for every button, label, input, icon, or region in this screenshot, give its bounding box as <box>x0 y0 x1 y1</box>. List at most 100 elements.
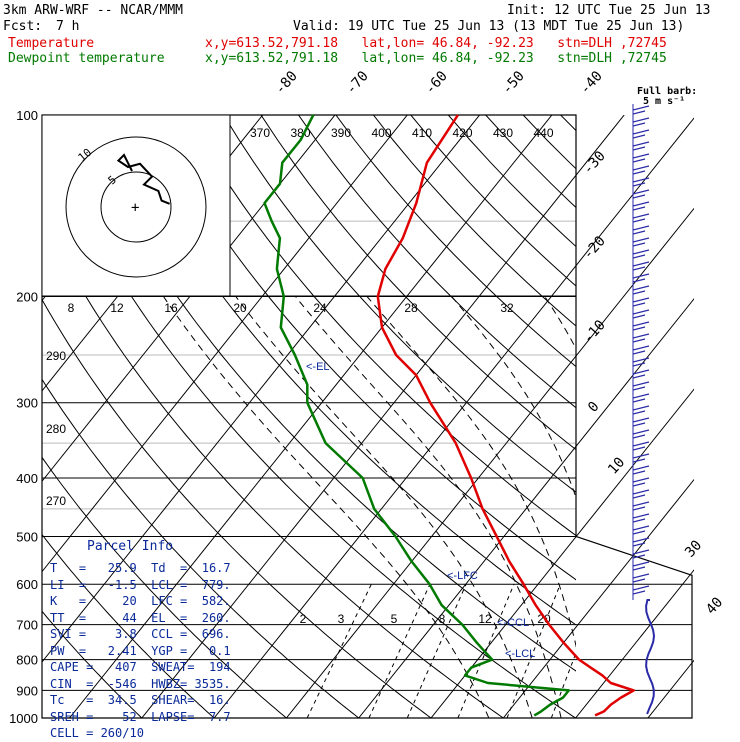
theta-label: 280 <box>46 422 66 436</box>
pressure-label-1000: 1000 <box>9 711 38 726</box>
wind-barb <box>633 526 649 534</box>
wind-barb <box>633 574 649 582</box>
wind-barb <box>633 502 649 510</box>
parcel-info-row: LI = -1.5 LCL = 779. <box>50 577 231 594</box>
wind-barb <box>633 202 649 210</box>
isotherm-label: -30 <box>580 148 609 178</box>
mixing-ratio-label: 3 <box>338 612 345 626</box>
theta-e-label: 410 <box>412 126 432 140</box>
isotherm-label: -20 <box>580 233 609 263</box>
wind-barb <box>633 238 649 246</box>
parcel-info-row: CIN = -546 HWBZ= 3535. <box>50 676 231 693</box>
isotherm <box>648 115 740 718</box>
barb-legend-units: 5 m s⁻¹ <box>643 94 685 109</box>
level-marker: <-EL <box>306 361 330 373</box>
wind-barb <box>633 430 649 438</box>
speed-tick-label: 28 <box>404 301 418 315</box>
wind-barb <box>633 478 649 486</box>
wind-barb <box>633 550 649 558</box>
theta-e-label: 440 <box>533 126 553 140</box>
dry-adiabat <box>673 115 740 718</box>
parcel-info-row: CAPE = 407 SWEAT= 194 <box>50 659 231 676</box>
isotherm <box>431 115 740 718</box>
dry-adiabat <box>448 115 740 718</box>
dry-adiabat <box>523 115 740 718</box>
moist-adiabat <box>633 297 677 719</box>
wind-barb <box>633 370 649 378</box>
pressure-label-800: 800 <box>16 653 38 668</box>
pressure-label-100: 100 <box>16 108 38 123</box>
wind-barb <box>633 262 649 270</box>
isotherm-label: -50 <box>499 68 528 98</box>
mixing-ratio-lines <box>307 584 657 718</box>
isotherm-label: 30 <box>682 537 705 560</box>
wind-barbs <box>633 104 654 714</box>
pressure-label-300: 300 <box>16 396 38 411</box>
isotherm-label: -80 <box>272 68 301 98</box>
mixing-ratio-label: 2 <box>300 612 307 626</box>
pressure-label-400: 400 <box>16 471 38 486</box>
theta-e-label: 420 <box>452 126 472 140</box>
wind-barb <box>633 490 649 498</box>
wind-barb <box>633 310 649 318</box>
theta-e-label: 390 <box>331 126 351 140</box>
speed-tick-label: 32 <box>500 301 514 315</box>
wind-barb <box>633 538 649 546</box>
wind-barb <box>633 406 649 414</box>
isotherm <box>720 115 740 718</box>
parcel-info-row: TT = 44 EL = 260. <box>50 610 231 627</box>
parcel-info-row: SREH = 52 LAPSE= 7.7 <box>50 709 231 726</box>
dry-adiabat <box>373 115 740 718</box>
theta-e-label: 430 <box>493 126 513 140</box>
dry-adiabat <box>710 115 740 718</box>
speed-tick-label: 20 <box>233 301 247 315</box>
wind-barb <box>633 298 649 306</box>
moist-adiabat <box>452 297 619 719</box>
hodograph-center: + <box>131 200 139 216</box>
mixing-ratio-line <box>307 584 371 718</box>
wind-barb <box>633 286 649 294</box>
speed-tick-label: 16 <box>164 301 178 315</box>
isotherm-label: -60 <box>422 68 451 98</box>
parcel-info-row: SVI = 3.8 CCL = 696. <box>50 626 231 643</box>
mixing-ratio-label: 8 <box>439 612 446 626</box>
wind-barb <box>633 118 649 126</box>
dry-adiabat <box>336 115 740 718</box>
level-marker: <-LFC <box>447 570 478 582</box>
isotherm-label: 40 <box>703 594 726 617</box>
speed-tick-label: 24 <box>313 301 327 315</box>
moist-adiabat <box>545 297 648 719</box>
parcel-info-row: K = 20 LFC = 582. <box>50 593 231 610</box>
wind-barb <box>633 394 649 402</box>
wind-barb <box>633 334 649 342</box>
wind-barb <box>633 466 649 474</box>
parcel-info-title: Parcel Info <box>87 539 173 556</box>
wind-barb <box>633 250 649 258</box>
theta-e-label: 370 <box>250 126 270 140</box>
parcel-info-row: PW = 2.41 YGP = 0.1 <box>50 643 231 660</box>
wind-barb <box>633 322 649 330</box>
speed-tick-label: 8 <box>68 301 75 315</box>
wind-barb <box>633 154 649 162</box>
hodograph: +510 <box>42 115 576 296</box>
wind-barb <box>633 382 649 390</box>
wind-barb <box>633 586 649 594</box>
speed-tick-label: 12 <box>110 301 124 315</box>
isotherm-label: 10 <box>605 454 628 477</box>
dry-adiabat <box>186 115 740 718</box>
wind-barb <box>633 214 649 222</box>
wind-barb <box>633 166 649 174</box>
level-marker: <-LCL <box>505 648 535 660</box>
parcel-info-row: T = 25.9 Td = 16.7 <box>50 560 231 577</box>
wind-barb <box>633 346 649 354</box>
isotherm-label: -40 <box>577 68 606 98</box>
level-marker: <-CCL <box>497 617 529 629</box>
wind-barb <box>633 514 649 522</box>
dry-adiabat <box>224 115 740 718</box>
theta-label: 290 <box>46 349 66 363</box>
mixing-ratio-line <box>369 584 430 718</box>
wind-barb <box>633 562 649 570</box>
pressure-label-500: 500 <box>16 529 38 544</box>
pressure-label-700: 700 <box>16 618 38 633</box>
parcel-info-row: Tc = 34.5 SHEAR= 16. <box>50 692 231 709</box>
